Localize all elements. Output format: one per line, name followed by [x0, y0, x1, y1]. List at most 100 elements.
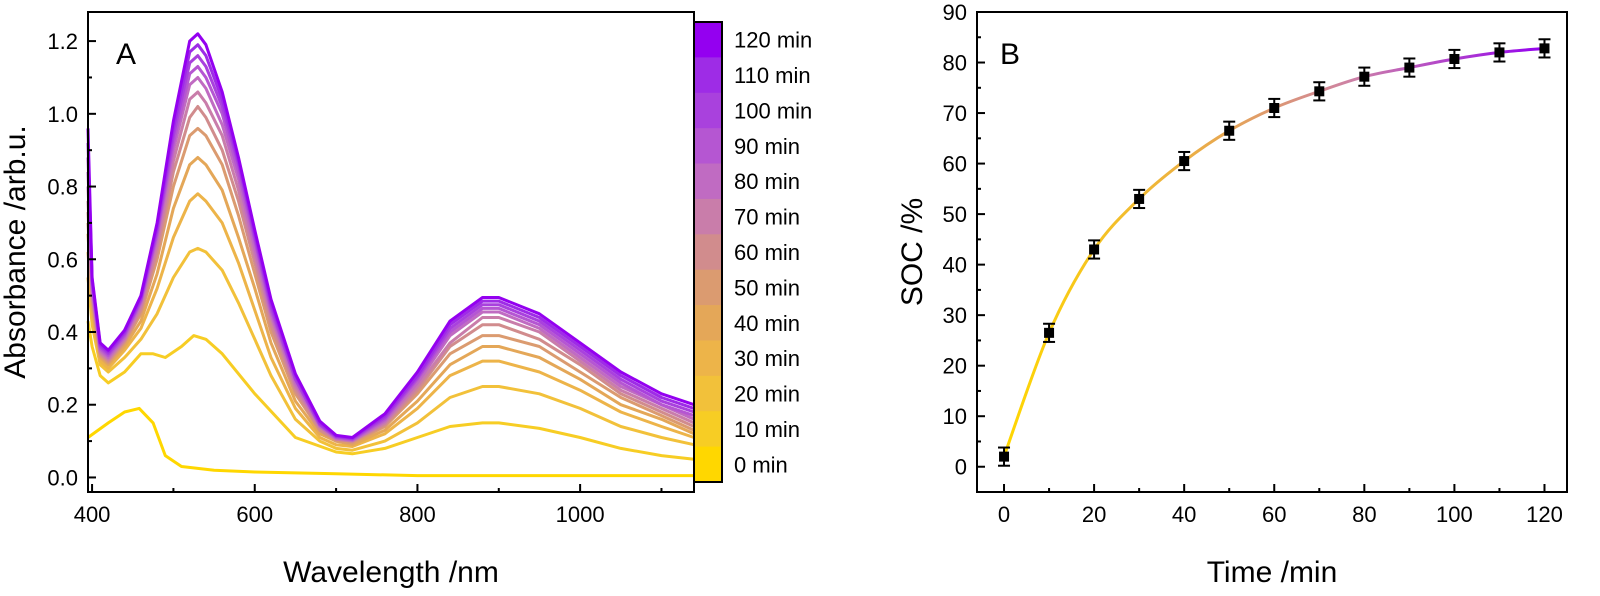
- a-y-tick-label: 0.4: [47, 320, 78, 345]
- b-y-tick-label: 40: [943, 253, 967, 278]
- legend-label: 20 min: [734, 382, 800, 407]
- soc-point-70: [1313, 81, 1326, 102]
- colorbar-swatch: [694, 269, 722, 306]
- soc-point-20: [1088, 239, 1101, 260]
- b-x-tick-label: 120: [1526, 502, 1563, 527]
- colorbar-legend: 120 min 110 min 100 min 90 min 80 min 70 min 6…: [693, 21, 812, 483]
- panel-a-x-ticks: 400 600 800 1000: [74, 484, 663, 527]
- a-y-tick-label: 1.2: [47, 29, 78, 54]
- absorbance-series-1: [86, 320, 695, 461]
- soc-point-50: [1223, 120, 1236, 141]
- legend-label: 110 min: [734, 63, 811, 88]
- legend-label: 120 min: [734, 28, 812, 53]
- b-y-tick-label: 60: [943, 152, 967, 177]
- legend-label: 40 min: [734, 311, 800, 336]
- panel-b-frame: [976, 11, 1568, 493]
- soc-marker: [1539, 43, 1550, 54]
- a-y-tick-label: 0.8: [47, 175, 78, 200]
- colorbar-swatch: [694, 128, 722, 165]
- soc-marker: [1044, 327, 1055, 338]
- legend-label: 30 min: [734, 346, 800, 371]
- legend-label: 0 min: [734, 452, 788, 477]
- soc-marker: [1269, 103, 1280, 113]
- legend-label: 100 min: [734, 98, 812, 123]
- b-x-tick-label: 60: [1262, 502, 1286, 527]
- b-x-tick-label: 80: [1352, 502, 1376, 527]
- soc-point-90: [1403, 57, 1416, 78]
- legend-label: 70 min: [734, 205, 800, 230]
- b-y-tick-label: 50: [943, 202, 967, 227]
- a-y-tick-label: 0.0: [47, 465, 78, 490]
- absorbance-series-0: [87, 406, 694, 478]
- a-x-tick-label: 600: [236, 502, 273, 527]
- a-x-tick-label: 800: [399, 502, 436, 527]
- colorbar-swatch: [694, 446, 722, 483]
- absorbance-series-6: [86, 105, 695, 443]
- b-y-tick-label: 0: [955, 455, 967, 480]
- panel-a-absorbance-chart: 400 600 800 1000 0.0 0.2 0.4 0.6 0.8 1.0 1.2 A Wa…: [0, 11, 812, 589]
- colorbar-swatch: [694, 57, 722, 94]
- colorbar-swatch: [694, 411, 722, 448]
- soc-marker: [1224, 125, 1235, 136]
- a-y-tick-label: 0.2: [47, 393, 78, 418]
- legend-label: 10 min: [734, 417, 800, 442]
- soc-marker: [1359, 71, 1370, 82]
- b-y-tick-label: 30: [943, 303, 967, 328]
- a-y-tick-label: 1.0: [47, 102, 78, 127]
- panel-a-y-ticks: 0.0 0.2 0.4 0.6 0.8 1.0 1.2: [47, 29, 96, 490]
- colorbar-swatch: [694, 92, 722, 129]
- soc-points-group: [998, 38, 1551, 467]
- panel-b-x-title: Time /min: [1207, 556, 1338, 589]
- panel-a-x-title: Wavelength /nm: [283, 556, 499, 589]
- soc-point-100: [1448, 48, 1461, 70]
- b-y-tick-label: 20: [943, 354, 967, 379]
- colorbar-swatch: [694, 234, 722, 271]
- legend-label: 80 min: [734, 169, 800, 194]
- absorbance-series-4: [86, 156, 695, 447]
- b-x-tick-label: 40: [1172, 502, 1196, 527]
- colorbar-swatch: [694, 375, 722, 412]
- panel-b-y-ticks: 0 10 20 30 40 50 60 70 80 90: [943, 0, 985, 480]
- panel-a-label: A: [116, 38, 136, 71]
- a-y-tick-label: 0.6: [47, 247, 78, 272]
- colorbar-swatch: [694, 198, 722, 235]
- b-y-tick-label: 70: [943, 101, 967, 126]
- colorbar-swatch: [694, 340, 722, 377]
- legend-label: 90 min: [734, 134, 800, 159]
- soc-marker: [1089, 244, 1100, 255]
- absorbance-series-3: [86, 192, 695, 448]
- soc-marker: [999, 451, 1010, 462]
- a-x-tick-label: 1000: [556, 502, 605, 527]
- colorbar-swatch: [694, 163, 722, 200]
- soc-point-30: [1133, 188, 1146, 210]
- soc-point-0: [998, 446, 1011, 467]
- legend-label: 60 min: [734, 240, 800, 265]
- absorbance-series-5: [86, 126, 695, 445]
- b-y-tick-label: 10: [943, 404, 967, 429]
- soc-point-120: [1538, 38, 1551, 59]
- b-x-tick-label: 0: [998, 502, 1010, 527]
- panel-b-soc-chart: 0 20 40 60 80 100 120 0 10 20 30 40 50 60 70 80 90 B Ti…: [896, 0, 1568, 589]
- legend-label: 50 min: [734, 275, 800, 300]
- colorbar-swatch: [694, 305, 722, 341]
- panel-b-label: B: [1000, 38, 1020, 71]
- soc-point-40: [1178, 150, 1191, 172]
- b-x-tick-label: 20: [1082, 502, 1106, 527]
- b-y-tick-label: 80: [943, 51, 967, 76]
- absorbance-series-2: [86, 246, 695, 452]
- soc-marker: [1179, 156, 1190, 167]
- soc-point-60: [1268, 97, 1281, 119]
- b-x-tick-label: 100: [1436, 502, 1473, 527]
- a-x-tick-label: 400: [74, 502, 111, 527]
- b-y-tick-label: 90: [943, 0, 967, 25]
- soc-point-10: [1043, 322, 1056, 343]
- soc-marker: [1134, 193, 1145, 204]
- absorbance-series-12: [86, 32, 695, 439]
- panel-b-x-ticks: 0 20 40 60 80 100 120: [998, 484, 1563, 527]
- colorbar-swatch: [694, 22, 722, 58]
- panel-b-y-title: SOC /%: [896, 198, 929, 306]
- soc-marker: [1314, 86, 1325, 97]
- absorbance-series-9: [86, 65, 695, 442]
- soc-marker: [1494, 47, 1505, 58]
